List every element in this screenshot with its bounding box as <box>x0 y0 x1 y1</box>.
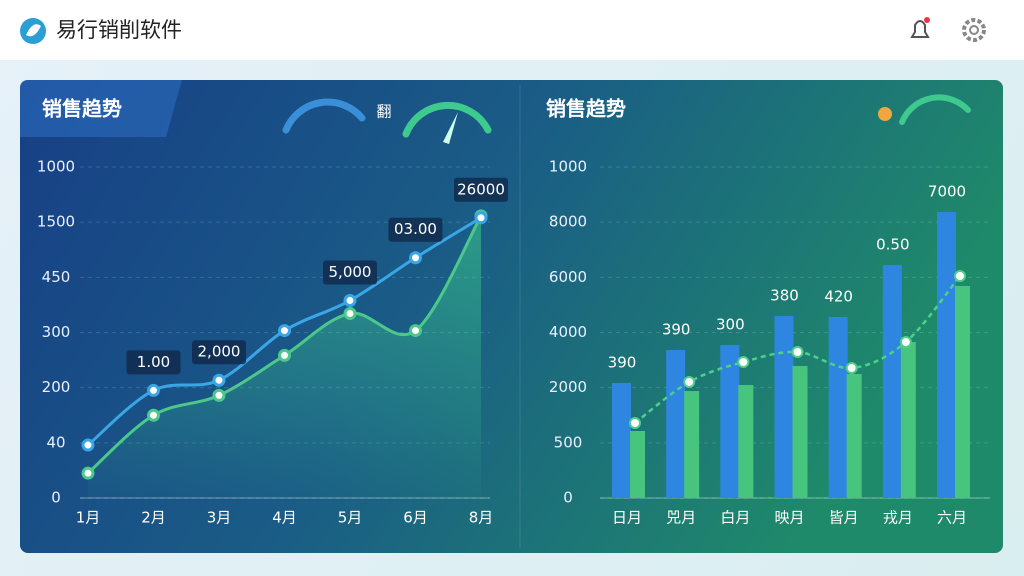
x-tick-label: 5月 <box>338 509 363 527</box>
x-tick-label: 戎月 <box>883 509 913 527</box>
y-tick-label: 1000 <box>549 158 587 176</box>
settings-icon[interactable] <box>962 18 986 42</box>
title-tab <box>20 80 182 137</box>
y-tick-label: 200 <box>42 378 71 396</box>
y-tick-label: 500 <box>554 433 583 451</box>
x-tick-label: 3月 <box>207 509 232 527</box>
bar <box>612 383 631 498</box>
bar <box>630 431 645 498</box>
app-title: 易行销削软件 <box>56 18 182 42</box>
y-tick-label: 450 <box>42 268 71 286</box>
label-box <box>388 217 443 242</box>
y-tick-label: 0 <box>563 489 573 507</box>
y-tick-label: 2000 <box>549 378 587 396</box>
bar <box>937 212 956 499</box>
x-tick-label: 1月 <box>76 509 101 527</box>
bar <box>774 316 794 498</box>
bell-icon[interactable] <box>910 17 930 38</box>
bar <box>684 391 700 498</box>
bar <box>738 385 754 498</box>
logo-mark <box>26 24 41 37</box>
point <box>683 376 696 389</box>
gauge <box>899 94 971 125</box>
user-icon <box>878 107 892 121</box>
x-tick-label: 映月 <box>774 509 804 527</box>
label-box <box>323 260 377 285</box>
point <box>278 348 291 362</box>
point <box>343 306 357 320</box>
y-tick-label: 40 <box>46 433 65 451</box>
point <box>343 294 357 308</box>
data-label: 2,000 <box>198 343 241 361</box>
bar <box>828 317 848 498</box>
gauge-needle <box>443 112 458 144</box>
data-label: 7000 <box>928 183 966 201</box>
gauge <box>282 98 366 134</box>
point <box>899 336 912 349</box>
label-box <box>126 350 181 375</box>
x-tick-label: 2月 <box>141 509 166 527</box>
x-tick-label: 白月 <box>720 509 750 527</box>
point <box>409 324 422 338</box>
x-tick-label: 日月 <box>612 509 642 527</box>
chart-title: 销售趋势 <box>546 97 626 121</box>
chart-title: 销售趋势 <box>42 97 122 121</box>
point <box>212 373 226 387</box>
x-tick-label: 8月 <box>469 509 494 527</box>
point <box>954 270 966 283</box>
gauge <box>402 101 492 138</box>
x-tick-label: 皆月 <box>829 509 859 527</box>
y-tick-label: 1000 <box>37 158 75 176</box>
x-tick-label: 4月 <box>272 509 297 527</box>
data-label: 390 <box>608 354 637 372</box>
data-label: 1.00 <box>137 353 170 371</box>
data-label: 0.50 <box>876 236 909 254</box>
point <box>81 438 95 452</box>
bar <box>882 265 902 498</box>
point <box>278 324 291 338</box>
point <box>147 408 160 422</box>
data-label: 5,000 <box>329 263 372 281</box>
y-tick-label: 0 <box>51 489 61 507</box>
y-tick-label: 6000 <box>549 268 587 286</box>
gauge-label: 翻 <box>376 103 391 121</box>
point <box>845 361 858 374</box>
bar <box>720 345 740 498</box>
point <box>409 251 422 265</box>
point <box>791 346 804 359</box>
point <box>212 388 226 402</box>
y-tick-label: 4000 <box>549 323 587 341</box>
point <box>147 383 160 397</box>
x-tick-label: 兕月 <box>666 509 696 527</box>
data-label: 26000 <box>457 180 505 198</box>
y-tick-label: 8000 <box>549 213 587 231</box>
point <box>81 466 95 480</box>
bar <box>955 286 970 498</box>
x-tick-label: 6月 <box>403 509 428 527</box>
point <box>474 211 488 225</box>
data-label: 03.00 <box>394 220 437 238</box>
label-box <box>454 177 508 202</box>
data-label: 380 <box>770 287 799 305</box>
x-tick-label: 六月 <box>937 509 967 527</box>
data-label: 390 <box>662 321 691 339</box>
data-label: 420 <box>824 288 853 306</box>
header-bar <box>0 0 1024 60</box>
bar <box>666 350 686 498</box>
bar <box>846 374 862 498</box>
label-box <box>192 340 246 365</box>
point <box>629 417 641 430</box>
bar <box>900 342 916 498</box>
bar <box>792 366 808 498</box>
y-tick-label: 300 <box>42 323 71 341</box>
data-label: 300 <box>716 316 745 334</box>
point <box>737 356 750 369</box>
y-tick-label: 1500 <box>37 213 75 231</box>
